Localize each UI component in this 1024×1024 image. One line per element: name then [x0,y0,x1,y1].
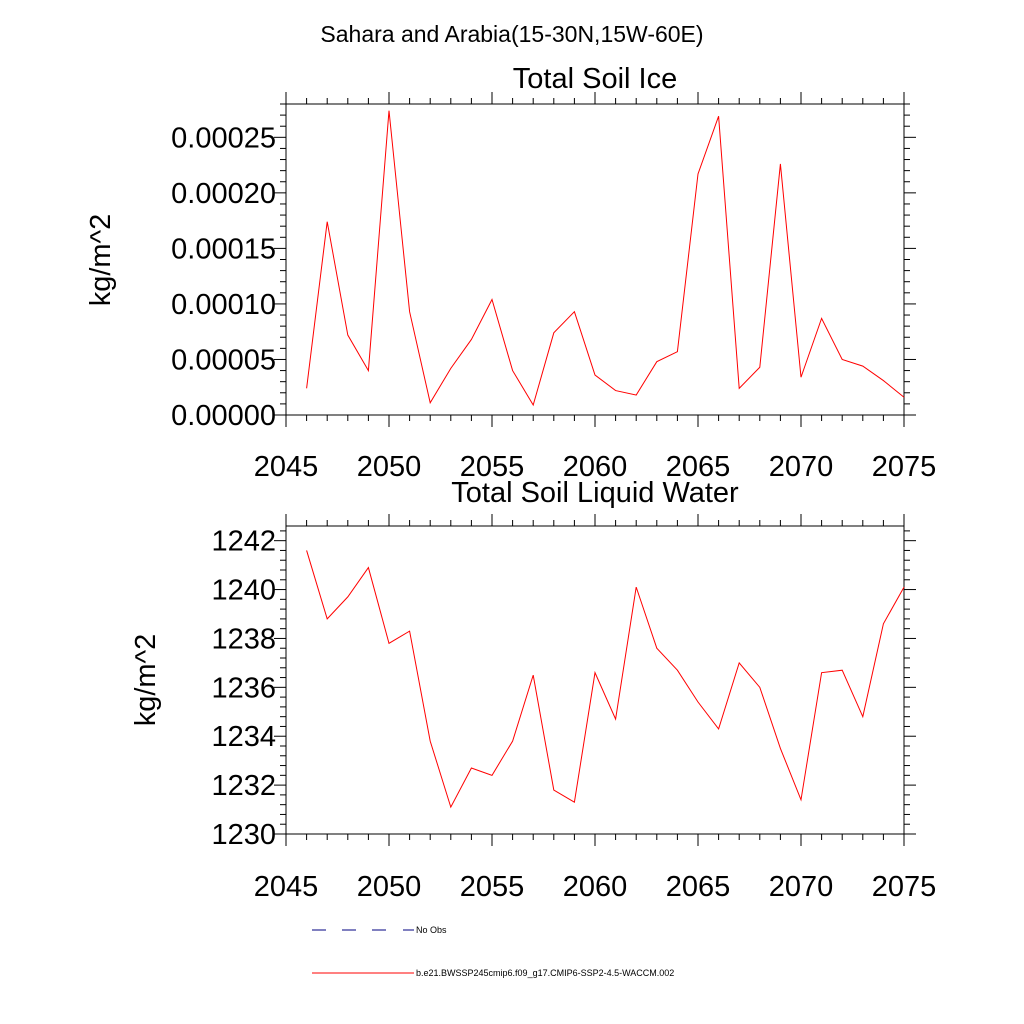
x-tick-label: 2060 [563,451,628,483]
x-tick-label: 2075 [872,451,937,483]
x-tick-label: 2050 [357,451,422,483]
x-tick-label: 2050 [357,871,422,903]
panel-total-soil-ice: Total Soil Ice kg/m^2 2045 2050 2055 2060 20… [85,63,936,483]
y-axis-label: kg/m^2 [85,214,117,307]
y-tick-label: 1230 [211,819,276,851]
panel-total-soil-liquid-water: Total Soil Liquid Water kg/m^2 2045 2050 2… [130,477,936,903]
x-tick-label: 2065 [666,871,731,903]
y-tick-label: 1242 [211,526,276,558]
series-line [306,110,905,407]
plot-frame [285,103,905,416]
x-tick-label: 2075 [872,871,937,903]
panel-title: Total Soil Ice [513,63,677,95]
y-tick-label: 0.00010 [171,289,276,321]
y-tick-label: 0.00020 [171,178,276,210]
y-tick-label: 1234 [211,721,276,753]
x-tick-label: 2055 [460,871,525,903]
plot-frame [285,525,905,835]
legend: No Obs b.e21.BWSSP245cmip6.f09_g17.CMIP6… [312,925,674,978]
panel-title: Total Soil Liquid Water [451,477,739,509]
y-tick-label: 1236 [211,672,276,704]
x-tick-label: 2070 [769,451,834,483]
y-tick-label: 1238 [211,623,276,655]
series-line [306,550,905,809]
legend-label-model: b.e21.BWSSP245cmip6.f09_g17.CMIP6-SSP2-4… [416,968,674,978]
y-tick-label: 0.00005 [171,344,276,376]
x-tick-label: 2070 [769,871,834,903]
y-tick-label: 1232 [211,770,276,802]
y-tick-label: 0.00025 [171,122,276,154]
x-tick-label: 2060 [563,871,628,903]
x-tick-label: 2045 [254,871,319,903]
y-axis-label: kg/m^2 [130,634,162,727]
figure-suptitle: Sahara and Arabia(15-30N,15W-60E) [320,21,703,47]
legend-label-no-obs: No Obs [416,925,447,935]
x-tick-label: 2055 [460,451,525,483]
y-tick-label: 0.00015 [171,233,276,265]
y-tick-label: 1240 [211,575,276,607]
y-tick-label: 0.00000 [171,400,276,432]
x-tick-label: 2045 [254,451,319,483]
x-tick-label: 2065 [666,451,731,483]
